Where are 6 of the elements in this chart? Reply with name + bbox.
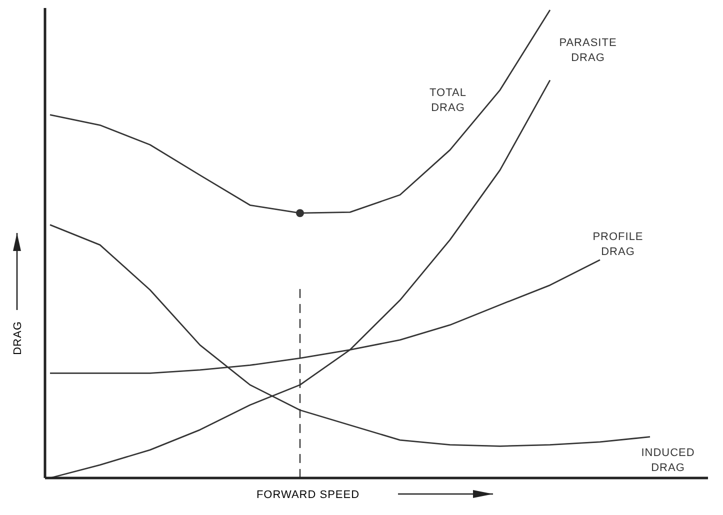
series-label: PROFILE DRAG <box>592 231 644 258</box>
series-label: TOTAL DRAG <box>430 87 466 114</box>
x-axis-title: FORWARD SPEED <box>256 489 360 501</box>
series-label: PARASITE DRAG <box>559 37 617 64</box>
series-label: INDUCED DRAG <box>641 447 695 474</box>
y-axis-title: DRAG <box>12 321 24 355</box>
